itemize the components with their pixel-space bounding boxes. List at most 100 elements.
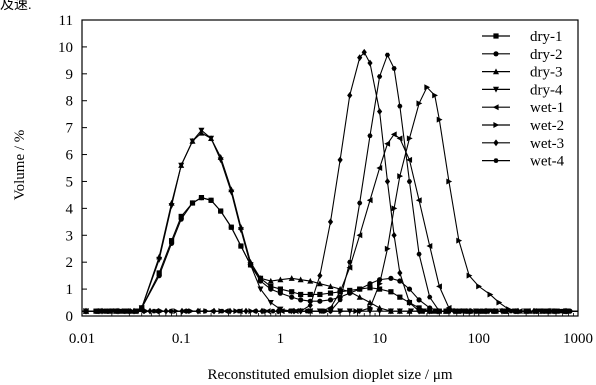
- y-tick-label: 10: [58, 40, 73, 56]
- data-point: [416, 307, 422, 315]
- y-tick-label: 11: [59, 13, 73, 29]
- data-point: [307, 301, 313, 309]
- data-point: [316, 280, 323, 287]
- data-point: [156, 256, 163, 263]
- data-point: [357, 54, 363, 62]
- data-point: [228, 224, 234, 230]
- x-tick-label: 0.01: [69, 331, 95, 347]
- y-tick-label: 9: [66, 67, 74, 83]
- legend-label: dry-3: [530, 65, 563, 81]
- baseline-point: [151, 308, 157, 314]
- data-point: [436, 308, 442, 314]
- x-tick-label: 0.1: [172, 331, 191, 347]
- baseline-point: [474, 308, 480, 314]
- data-point: [307, 277, 314, 284]
- data-point: [298, 291, 304, 298]
- data-point: [168, 203, 175, 209]
- baseline-point: [508, 308, 514, 314]
- data-point: [277, 286, 283, 292]
- data-point: [327, 218, 334, 226]
- baseline-point: [321, 308, 327, 314]
- data-point: [277, 276, 284, 283]
- baseline-point: [168, 308, 174, 314]
- data-point: [427, 294, 433, 300]
- data-point: [237, 227, 244, 234]
- series-wet-3: [82, 48, 578, 315]
- series-line: [82, 53, 578, 312]
- series-dry-1: [82, 195, 578, 314]
- data-point: [289, 289, 295, 295]
- data-point: [138, 305, 145, 312]
- data-point: [337, 156, 343, 164]
- legend-label: dry-1: [530, 29, 563, 45]
- plot-border: [81, 19, 579, 317]
- data-point: [397, 278, 403, 284]
- legend-item-dry-1: dry-1: [482, 29, 563, 45]
- data-point: [277, 290, 283, 296]
- baseline-point: [559, 308, 565, 314]
- x-axis: 0.01 0.1 1 10 100 1000: [69, 310, 593, 347]
- legend-item-dry-4: dry-4: [482, 82, 563, 98]
- data-point: [446, 178, 453, 185]
- x-tick-label: 1: [277, 331, 285, 347]
- legend-label: dry-4: [530, 82, 563, 98]
- data-point: [367, 281, 373, 287]
- data-point: [390, 131, 397, 138]
- legend-marker: [493, 68, 499, 75]
- data-point: [436, 116, 443, 123]
- data-point: [377, 280, 383, 287]
- legend-label: wet-4: [530, 154, 565, 170]
- data-point: [289, 294, 295, 300]
- data-point: [307, 291, 313, 298]
- data-point: [367, 59, 373, 67]
- data-point: [406, 135, 413, 142]
- data-point: [424, 84, 431, 91]
- y-tick-label: 1: [66, 282, 74, 298]
- data-point: [397, 269, 403, 277]
- baseline-point: [236, 308, 242, 314]
- baseline-point: [253, 308, 259, 314]
- y-tick-label: 4: [66, 201, 74, 217]
- legend-item-wet-4: wet-4: [482, 154, 565, 170]
- y-axis-title: Volume / %: [12, 130, 28, 201]
- data-point: [267, 277, 274, 284]
- data-point: [217, 157, 224, 164]
- data-point: [391, 205, 398, 212]
- data-point: [238, 243, 244, 249]
- data-point: [168, 238, 175, 244]
- y-tick-label: 5: [66, 174, 74, 190]
- data-point: [189, 200, 196, 206]
- data-point: [357, 286, 363, 292]
- data-point: [327, 290, 334, 296]
- legend-marker: [493, 158, 499, 163]
- y-tick-label: 8: [66, 94, 74, 110]
- data-point: [257, 275, 264, 281]
- data-point: [198, 195, 205, 201]
- baseline-point: [457, 308, 463, 314]
- legend-label: dry-2: [530, 47, 563, 63]
- legend-label: wet-2: [530, 118, 564, 134]
- legend-item-wet-2: wet-2: [482, 118, 564, 134]
- data-point: [357, 200, 363, 206]
- data-point: [346, 288, 353, 295]
- data-point: [406, 286, 413, 292]
- series-line: [82, 51, 578, 312]
- data-point: [367, 285, 373, 291]
- data-point: [288, 275, 295, 281]
- data-point: [456, 237, 463, 244]
- baseline-point: [304, 308, 310, 314]
- x-tick-label: 1000: [563, 331, 593, 347]
- data-point: [396, 308, 403, 315]
- data-point: [397, 173, 404, 180]
- data-point: [268, 286, 274, 292]
- data-point: [298, 297, 304, 303]
- data-point: [416, 251, 422, 257]
- series-wet-4: [82, 52, 578, 314]
- data-point: [189, 138, 196, 145]
- data-point: [376, 165, 383, 171]
- data-point: [347, 259, 353, 265]
- data-point: [361, 48, 367, 56]
- baseline-point: [83, 308, 89, 314]
- legend-item-dry-3: dry-3: [482, 65, 563, 81]
